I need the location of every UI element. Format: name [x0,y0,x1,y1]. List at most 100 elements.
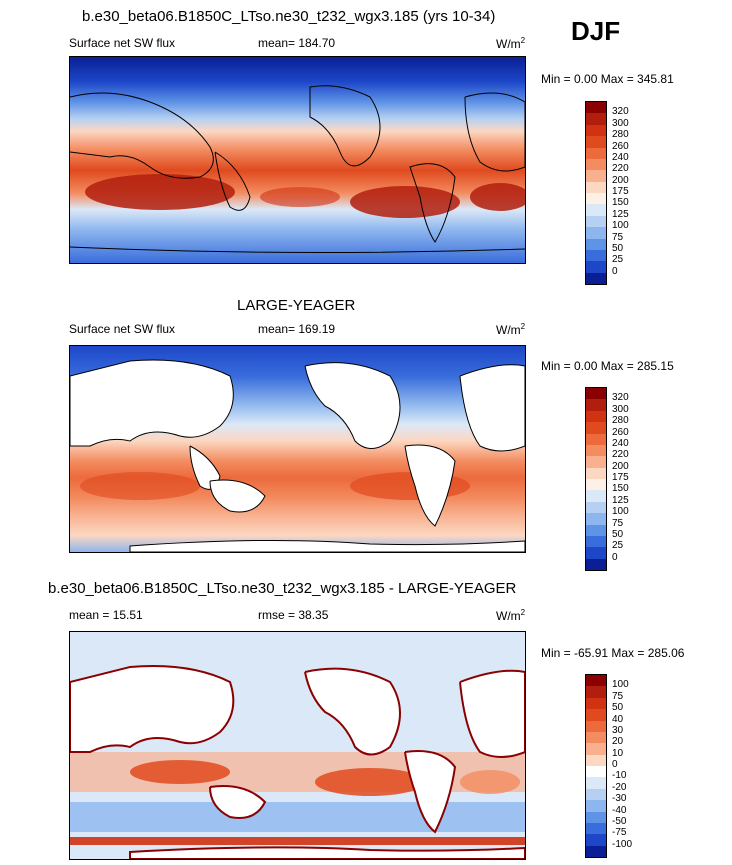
panel1-mean: mean= 184.70 [258,36,336,50]
panel3-title: b.e30_beta06.B1850C_LTso.ne30_t232_wgx3.… [48,580,517,597]
colorbar-segment [586,124,606,137]
colorbar-segment [586,686,606,698]
colorbar-segment [586,811,606,823]
colorbar-segment [586,158,606,171]
colorbar-tick-label: 25 [612,540,624,552]
panel2-minmax: Min = 0.00 Max = 285.15 [541,359,674,373]
colorbar-segment [586,720,606,732]
units-exponent: 2 [520,36,526,45]
colorbar-tick-label: 50 [612,528,624,540]
colorbar-tick-label: 300 [612,403,629,415]
colorbar-tick-label: 240 [612,437,629,449]
colorbar-segment [586,709,606,721]
panel2-colorbar [585,387,607,571]
colorbar-tick-label: 150 [612,483,629,495]
colorbar-tick-label: -50 [612,815,627,827]
colorbar-segment [586,444,606,457]
case-title: b.e30_beta06.B1850C_LTso.ne30_t232_wgx3.… [82,8,496,25]
colorbar-segment [586,834,606,846]
colorbar-segment [586,113,606,125]
colorbar-tick-label: 0 [612,551,618,563]
colorbar-tick-label: 75 [612,517,624,529]
colorbar-segment [586,215,606,228]
colorbar-segment [586,845,606,857]
colorbar-segment [586,558,606,570]
colorbar-tick-label: 50 [612,702,624,714]
panel2-title: LARGE-YEAGER [237,297,356,314]
panel3-units: W/m2 [496,608,525,623]
colorbar-segment [586,399,606,411]
colorbar-segment [586,777,606,789]
colorbar-segment [586,490,606,502]
panel3-rmse: rmse = 38.35 [258,608,329,622]
colorbar-segment [586,388,606,400]
colorbar-tick-label: 260 [612,426,629,438]
colorbar-segment [586,524,606,536]
units-text: W/m [496,323,521,337]
colorbar-segment [586,204,606,216]
colorbar-tick-label: 200 [612,460,629,472]
panel2-units: W/m2 [496,322,525,337]
colorbar-tick-label: -20 [612,781,627,793]
colorbar-segment [586,227,606,239]
colorbar-segment [586,433,606,445]
panel2-variable: Surface net SW flux [69,322,176,336]
colorbar-tick-label: 280 [612,415,629,427]
colorbar-tick-label: 150 [612,197,629,209]
colorbar-segment [586,410,606,423]
colorbar-tick-label: -75 [612,827,627,839]
colorbar-segment [586,788,606,801]
colorbar-tick-label: 320 [612,106,629,118]
colorbar-tick-label: 320 [612,392,629,404]
panel2-map [69,345,526,553]
colorbar-tick-label: 75 [612,690,624,702]
colorbar-segment [586,766,606,778]
colorbar-tick-label: 220 [612,449,629,461]
colorbar-segment [586,743,606,755]
colorbar-tick-label: -10 [612,770,627,782]
colorbar-tick-label: 280 [612,129,629,141]
colorbar-segment [586,147,606,159]
colorbar-tick-label: 100 [612,679,629,691]
colorbar-tick-label: 100 [612,220,629,232]
panel3-mean: mean = 15.51 [69,608,143,622]
units-text: W/m [496,609,521,623]
colorbar-segment [586,501,606,514]
colorbar-tick-label: 260 [612,140,629,152]
colorbar-segment [586,102,606,114]
panel1-colorbar [585,101,607,285]
colorbar-segment [586,170,606,182]
colorbar-segment [586,675,606,687]
colorbar-tick-label: 30 [612,724,624,736]
colorbar-segment [586,800,606,812]
colorbar-tick-label: 100 [612,506,629,518]
colorbar-tick-label: 125 [612,494,629,506]
colorbar-tick-label: 75 [612,231,624,243]
panel1-units: W/m2 [496,36,525,51]
colorbar-segment [586,731,606,744]
colorbar-tick-label: 50 [612,242,624,254]
colorbar-segment [586,272,606,284]
colorbar-tick-label: 125 [612,208,629,220]
colorbar-tick-label: -30 [612,793,627,805]
colorbar-segment [586,261,606,273]
colorbar-segment [586,422,606,434]
units-exponent: 2 [520,322,526,331]
panel1-map [69,56,526,264]
colorbar-segment [586,535,606,548]
colorbar-tick-label: -100 [612,838,633,850]
colorbar-tick-label: 20 [612,736,624,748]
colorbar-tick-label: 175 [612,472,629,483]
panel3-minmax: Min = -65.91 Max = 285.06 [541,646,685,660]
colorbar-segment [586,697,606,710]
colorbar-segment [586,547,606,559]
colorbar-tick-label: 240 [612,151,629,163]
colorbar-tick-label: 10 [612,747,624,759]
panel3-colorbar [585,674,607,858]
colorbar-segment [586,136,606,148]
colorbar-tick-label: 40 [612,713,624,725]
colorbar-tick-label: -40 [612,804,627,816]
colorbar-segment [586,249,606,262]
colorbar-tick-label: 25 [612,254,624,266]
colorbar-segment [586,479,606,491]
